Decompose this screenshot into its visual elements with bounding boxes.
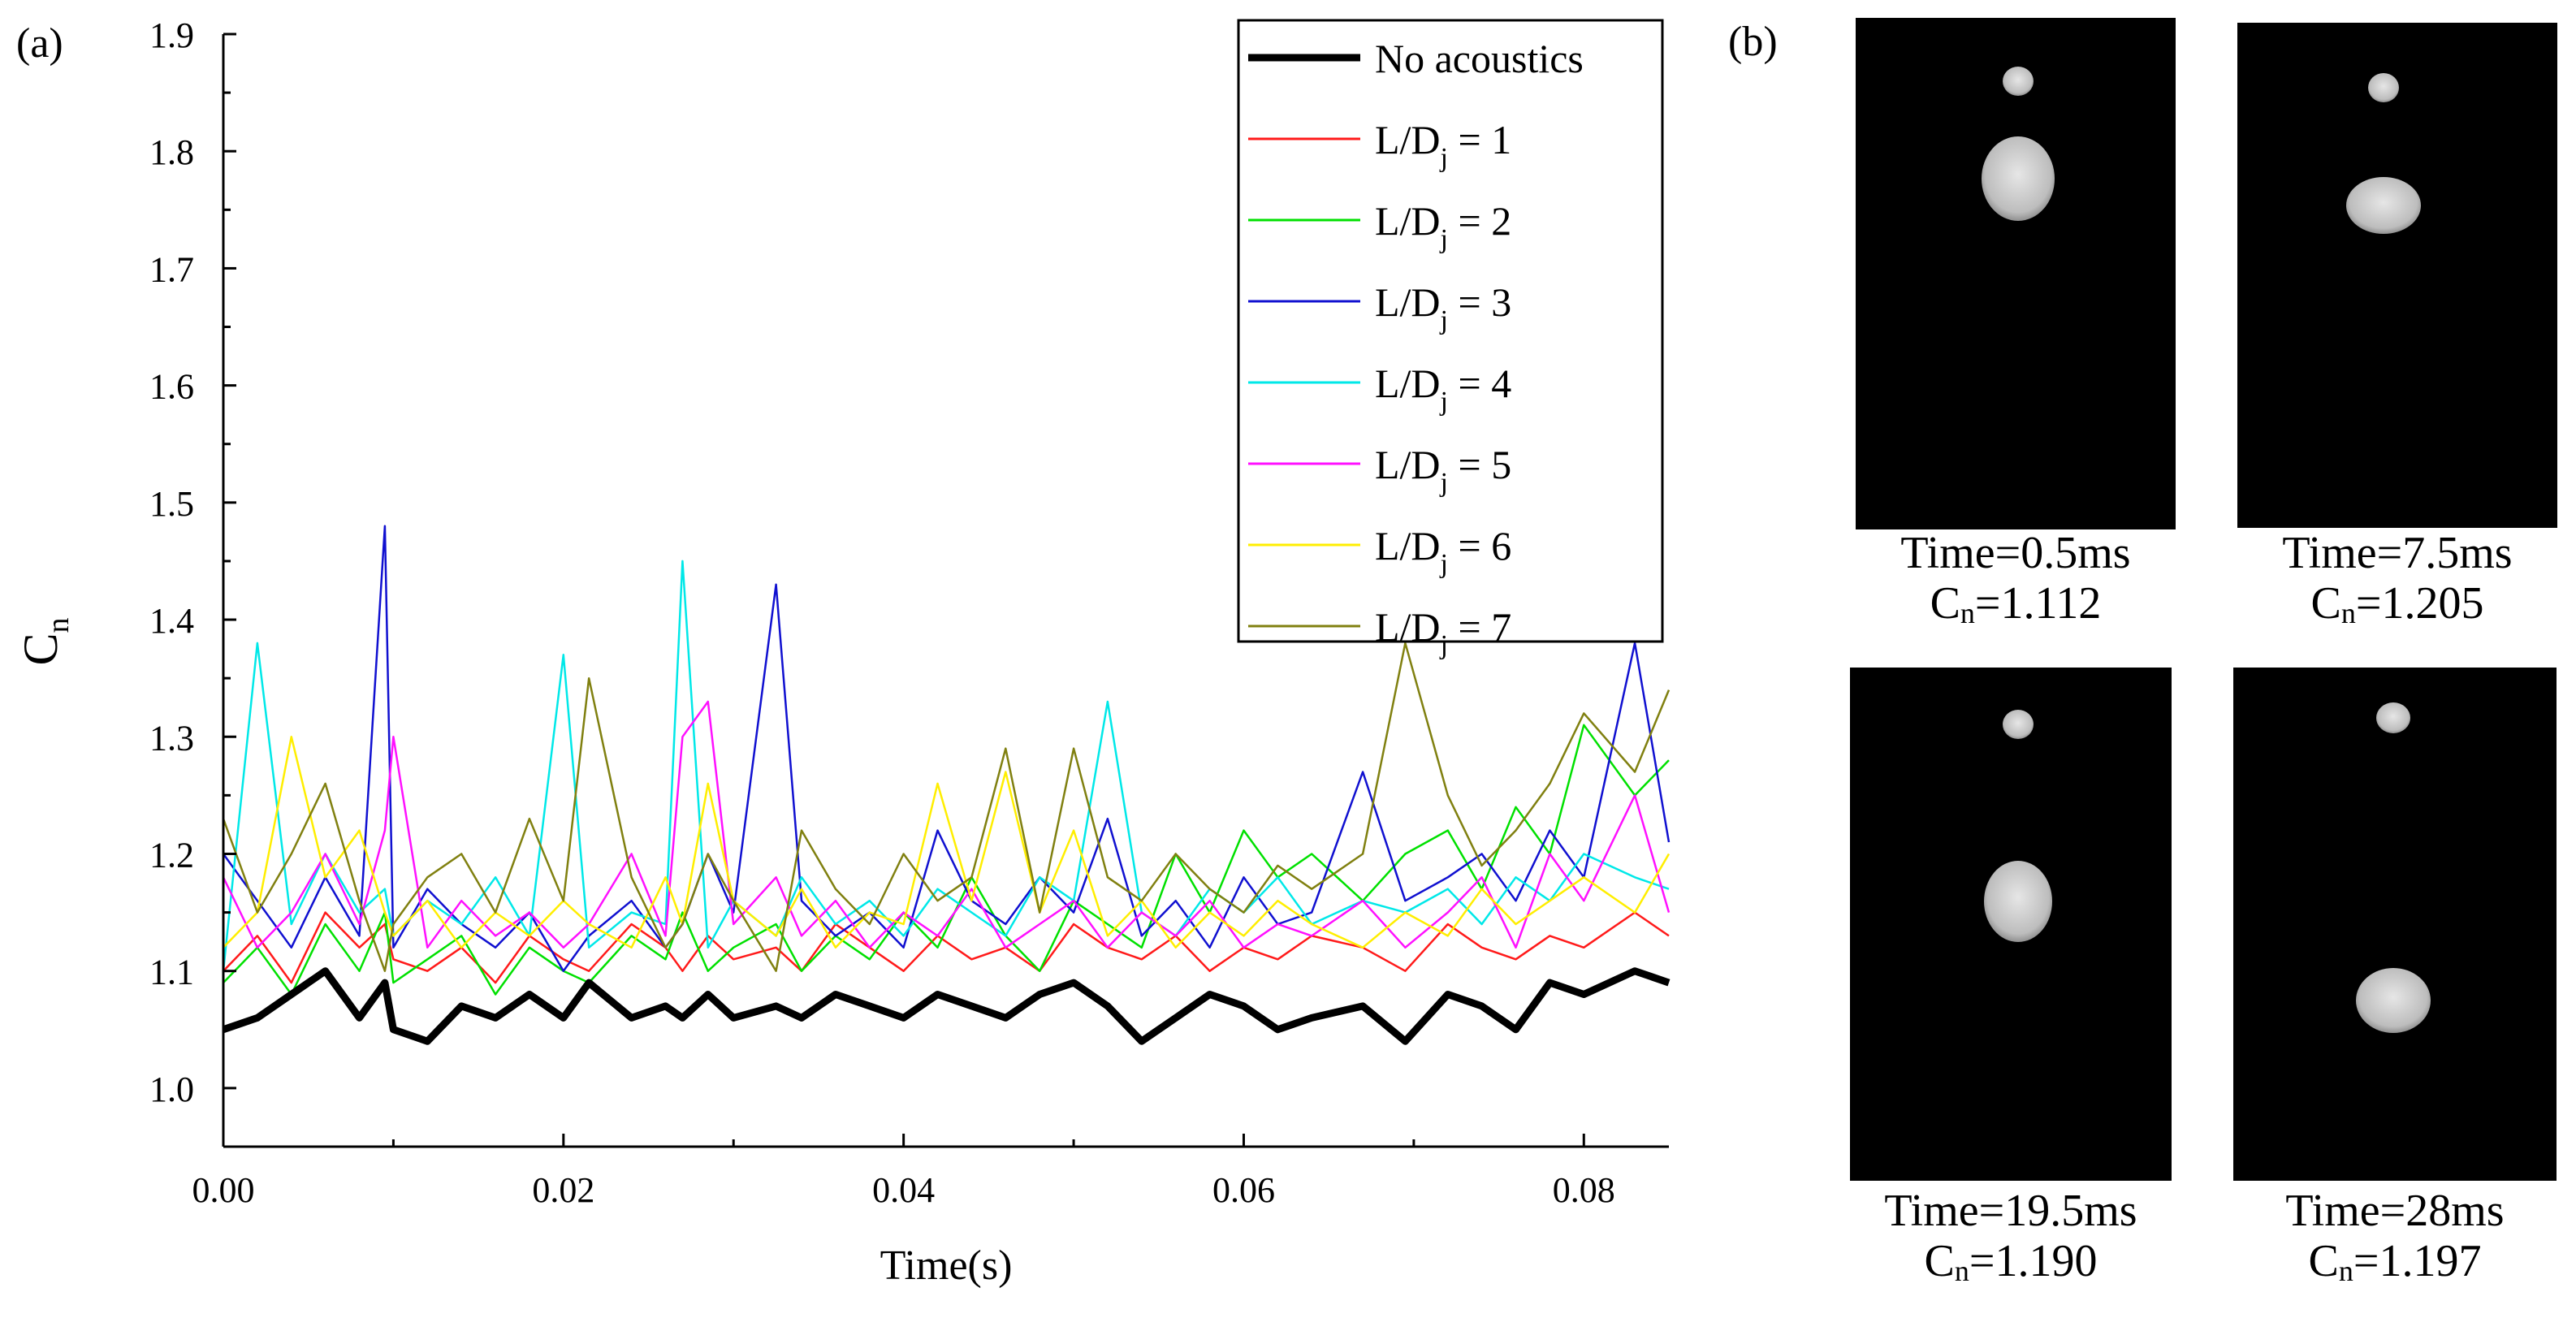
- x-tick-label: 0.06: [1212, 1170, 1275, 1210]
- legend-label-1: L/Dj = 1: [1375, 117, 1511, 173]
- large-droplet: [2356, 968, 2431, 1033]
- snapshot-frame-4: [2233, 668, 2557, 1181]
- y-tick-label: 1.7: [149, 249, 194, 289]
- snapshot-caption-3: Time=19.5ms Cn=1.190: [1830, 1186, 2191, 1296]
- series-line-7: [222, 642, 1671, 972]
- y-tick-label: 1.5: [149, 484, 194, 524]
- snapshot-frame-3: [1850, 668, 2172, 1181]
- y-tick-label: 1.6: [149, 367, 194, 407]
- series-line-0: [222, 967, 1671, 1045]
- y-tick-label: 1.3: [149, 718, 194, 758]
- legend-label-6: L/Dj = 6: [1375, 523, 1511, 579]
- snapshot-cn-4: Cn=1.197: [2308, 1236, 2482, 1287]
- x-axis-title: Time(s): [880, 1242, 1013, 1289]
- y-axis-title: Cn: [14, 617, 76, 665]
- series-line-1: [223, 911, 1670, 984]
- legend-label-7: L/Dj = 7: [1375, 604, 1511, 660]
- snapshot-caption-4: Time=28ms Cn=1.197: [2215, 1186, 2575, 1296]
- snapshot-frame-2: [2237, 23, 2557, 528]
- snapshot-time-1: Time=0.5ms: [1900, 528, 2131, 578]
- y-tick-label: 1.2: [149, 835, 194, 875]
- line-chart: (a) 1.0 1.1 1.2 1.3 1.4 1.5 1.6 1.7 1.8 1.9 0.00 0.…: [14, 15, 1671, 1289]
- x-tick-label: 0.02: [532, 1170, 594, 1210]
- panel-b-label: (b): [1728, 19, 1778, 65]
- series-line-2: [223, 724, 1670, 996]
- legend-label-5: L/Dj = 5: [1375, 442, 1511, 498]
- series-line-6: [223, 736, 1671, 949]
- snapshot-frame-1: [1856, 18, 2176, 529]
- y-tick-label: 1.1: [149, 953, 194, 992]
- small-droplet: [2376, 702, 2410, 733]
- legend: No acoustics L/Dj = 1 L/Dj = 2 L/Dj = 3 L/Dj…: [1237, 19, 1664, 660]
- droplet-image-1: [1982, 67, 2055, 221]
- legend-label-4: L/Dj = 4: [1375, 361, 1511, 417]
- x-tick-label: 0.08: [1553, 1170, 1615, 1210]
- axes: 1.0 1.1 1.2 1.3 1.4 1.5 1.6 1.7 1.8 1.9 0.00 0.02 0.…: [14, 15, 1669, 1289]
- y-tick-label: 1.8: [149, 132, 194, 172]
- small-droplet: [2003, 710, 2034, 739]
- panel-a-label: (a): [16, 20, 63, 67]
- snapshot-cn-2: Cn=1.205: [2310, 578, 2484, 629]
- legend-label-3: L/Dj = 3: [1375, 279, 1511, 335]
- large-droplet: [1984, 861, 2052, 942]
- large-droplet: [2346, 177, 2421, 234]
- snapshot-caption-1: Time=0.5ms Cn=1.112: [1835, 528, 2196, 638]
- droplet-image-2: [2346, 73, 2421, 234]
- legend-box: [1237, 19, 1664, 643]
- x-tick-label: 0.00: [192, 1170, 255, 1210]
- large-droplet: [1982, 136, 2055, 221]
- series-layer: [222, 525, 1671, 1045]
- y-tick-label: 1.0: [149, 1070, 194, 1109]
- x-tick-label: 0.04: [872, 1170, 935, 1210]
- y-tick-label: 1.9: [149, 15, 194, 55]
- snapshot-time-4: Time=28ms: [2285, 1186, 2505, 1236]
- snapshot-cn-3: Cn=1.190: [1924, 1236, 2098, 1287]
- legend-label-0: No acoustics: [1375, 36, 1584, 81]
- y-tick-label: 1.4: [149, 601, 194, 641]
- snapshot-time-3: Time=19.5ms: [1884, 1186, 2137, 1236]
- small-droplet: [2368, 73, 2399, 102]
- snapshot-time-2: Time=7.5ms: [2282, 528, 2513, 578]
- legend-label-2: L/Dj = 2: [1375, 198, 1511, 254]
- snapshot-cn-1: Cn=1.112: [1930, 578, 2102, 629]
- series-line-5: [222, 700, 1671, 949]
- droplet-image-4: [2356, 702, 2431, 1033]
- droplet-image-3: [1984, 710, 2052, 942]
- small-droplet: [2003, 67, 2034, 96]
- snapshot-caption-2: Time=7.5ms Cn=1.205: [2217, 528, 2576, 638]
